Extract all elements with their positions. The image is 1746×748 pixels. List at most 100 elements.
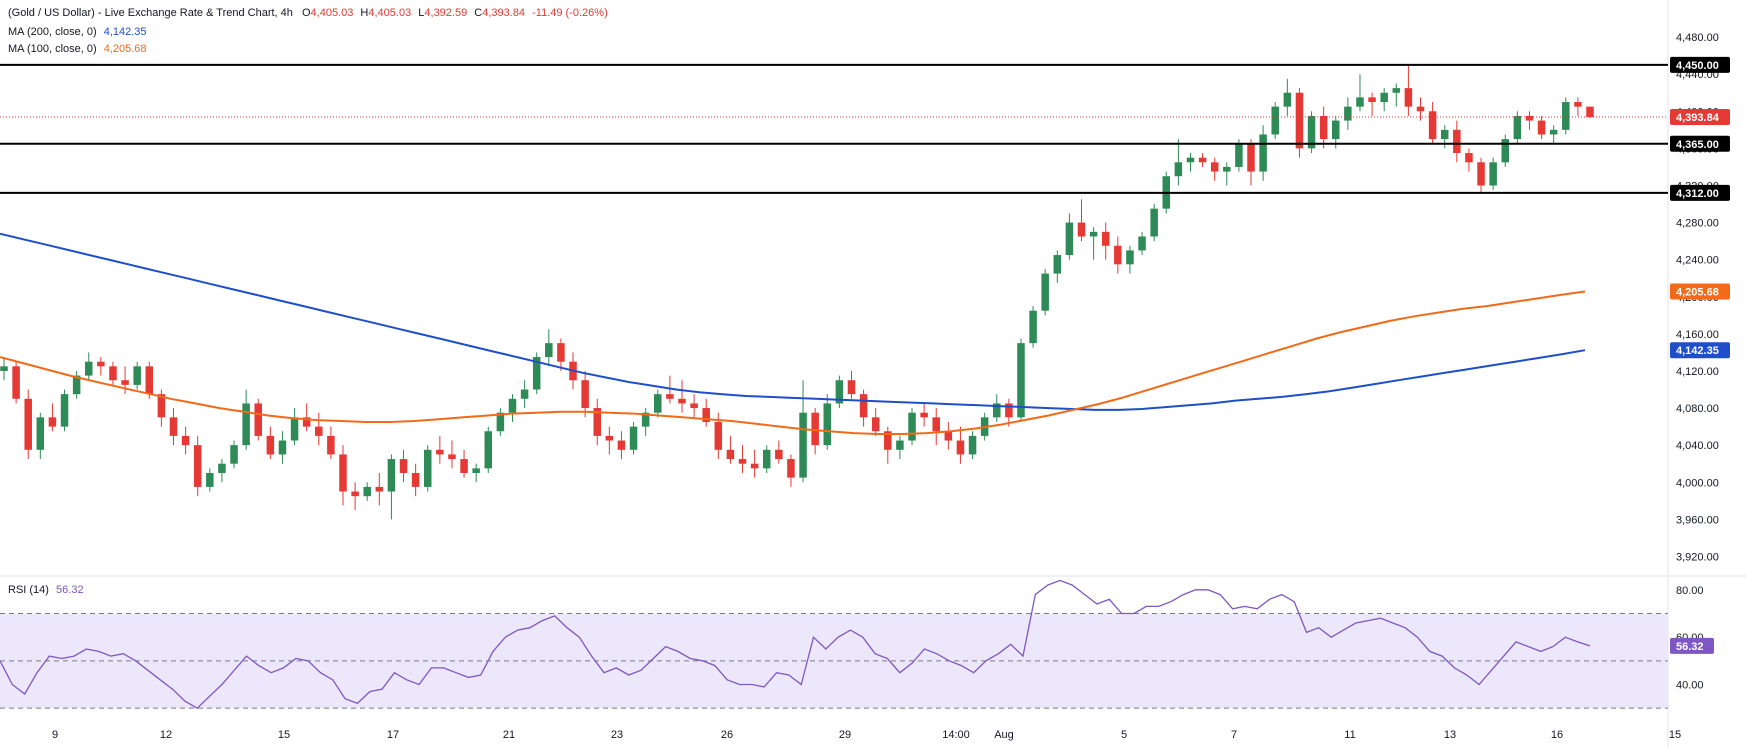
candle-body <box>1356 97 1364 107</box>
candle-body <box>1319 115 1328 140</box>
candle-body <box>1562 102 1570 130</box>
candle-body <box>508 398 517 413</box>
candle-body <box>36 417 45 450</box>
candle-body <box>218 463 226 473</box>
time-axis-tick-label: 12 <box>160 729 172 741</box>
candle-body <box>557 343 565 362</box>
candle-body <box>290 417 299 441</box>
candle-body <box>581 380 589 409</box>
candle-body <box>1380 92 1388 103</box>
candle-body <box>1477 162 1485 186</box>
last-price-label: 4,393.84 <box>1676 112 1720 124</box>
ohlc-open-label: O <box>301 7 311 19</box>
candle-body <box>1574 102 1582 107</box>
candle-body <box>327 435 335 455</box>
last-price-tag <box>1670 109 1730 126</box>
candle-body <box>193 445 202 487</box>
candle-body <box>1005 403 1013 418</box>
time-axis-tick-label: 9 <box>52 729 58 741</box>
horizontal-level-tag <box>1670 135 1730 152</box>
candle-body <box>678 398 686 404</box>
ma200-axis-tag <box>1670 342 1730 359</box>
candle-body <box>254 403 262 436</box>
candle-body <box>302 417 311 427</box>
candle-body <box>908 412 916 441</box>
candle-body <box>666 394 674 399</box>
legend-rsi[interactable]: RSI (14) 56.32 <box>8 584 84 596</box>
candle-body <box>12 366 20 399</box>
price-axis-tick-label: 3,920.00 <box>1676 551 1719 563</box>
time-axis-tick-label: 5 <box>1121 729 1127 741</box>
time-axis-tick-label: 15 <box>1669 729 1681 741</box>
time-axis-tick-label: 17 <box>387 729 399 741</box>
candle-body <box>811 412 819 446</box>
candle-body <box>932 417 940 432</box>
candle-body <box>799 412 807 478</box>
ma100-value: 4,205.68 <box>103 43 147 55</box>
candle-body <box>1077 222 1086 237</box>
ohlc-low-label: L <box>418 7 425 19</box>
candle-body <box>1307 115 1316 149</box>
candle-body <box>1332 120 1340 140</box>
candle-body <box>278 440 287 455</box>
candle-body <box>1138 236 1146 251</box>
horizontal-level-tag <box>1670 184 1730 201</box>
candle-body <box>1150 208 1158 237</box>
candle-body <box>448 454 456 460</box>
candle-body <box>1259 134 1267 172</box>
time-axis-tick-label: 21 <box>503 729 515 741</box>
candle-body <box>871 417 880 432</box>
candle-body <box>1368 97 1376 103</box>
candle-body <box>1586 106 1594 118</box>
candle-body <box>1101 231 1110 246</box>
candle-body <box>738 459 747 464</box>
candle-body <box>121 380 129 385</box>
candle-body <box>1210 162 1219 172</box>
rsi-axis-tick-label: 80.00 <box>1676 585 1704 597</box>
candle-body <box>109 366 117 381</box>
candle-body <box>496 412 505 432</box>
candle-body <box>1126 250 1134 265</box>
candle-body <box>157 394 166 418</box>
candle-body <box>266 435 275 455</box>
ma100-axis-tag <box>1670 283 1730 300</box>
rsi-axis-tick-label: 40.00 <box>1676 680 1704 692</box>
candle-body <box>920 412 928 418</box>
time-axis-tick-label: 26 <box>721 729 733 741</box>
candle-body <box>1017 343 1025 418</box>
time-axis-tick-label: 15 <box>278 729 290 741</box>
price-axis-tick-label: 4,480.00 <box>1676 32 1719 44</box>
price-axis-tick-label: 4,000.00 <box>1676 477 1719 489</box>
legend-ma200[interactable]: MA (200, close, 0) 4,142.35 <box>8 26 147 38</box>
time-axis-tick-label: 7 <box>1231 729 1237 741</box>
candle-body <box>436 449 444 455</box>
candle-body <box>617 440 626 450</box>
ohlc-change-value: -11.49 (-0.26%) <box>532 7 608 19</box>
candle-body <box>1416 106 1425 112</box>
horizontal-level-label: 4,450.00 <box>1676 60 1719 72</box>
candle-body <box>1549 129 1558 135</box>
candle-body <box>1041 273 1049 311</box>
time-axis-tick-label: Aug <box>994 729 1014 741</box>
candle-body <box>24 398 32 450</box>
candle-body <box>460 459 468 473</box>
ohlc-close-value: 4,393.84 <box>482 7 526 19</box>
ohlc-close-label: C <box>474 7 483 19</box>
candle-body <box>206 472 214 487</box>
rsi-value-tag <box>1670 637 1714 654</box>
candle-body <box>1186 157 1195 163</box>
candle-body <box>133 366 141 385</box>
candle-body <box>545 343 553 358</box>
candle-body <box>1295 92 1304 149</box>
legend-ma100[interactable]: MA (100, close, 0) 4,205.68 <box>8 43 147 55</box>
candle-body <box>1465 153 1473 163</box>
candle-body <box>968 435 977 455</box>
candle-body <box>0 366 8 371</box>
time-axis-tick-label: 14:00 <box>942 729 970 741</box>
rsi-line <box>0 579 1591 710</box>
price-axis-tick-label: 4,240.00 <box>1676 255 1719 267</box>
candle-body <box>896 440 904 450</box>
candle-body <box>1537 120 1546 135</box>
rsi-label: RSI (14) <box>8 584 49 596</box>
